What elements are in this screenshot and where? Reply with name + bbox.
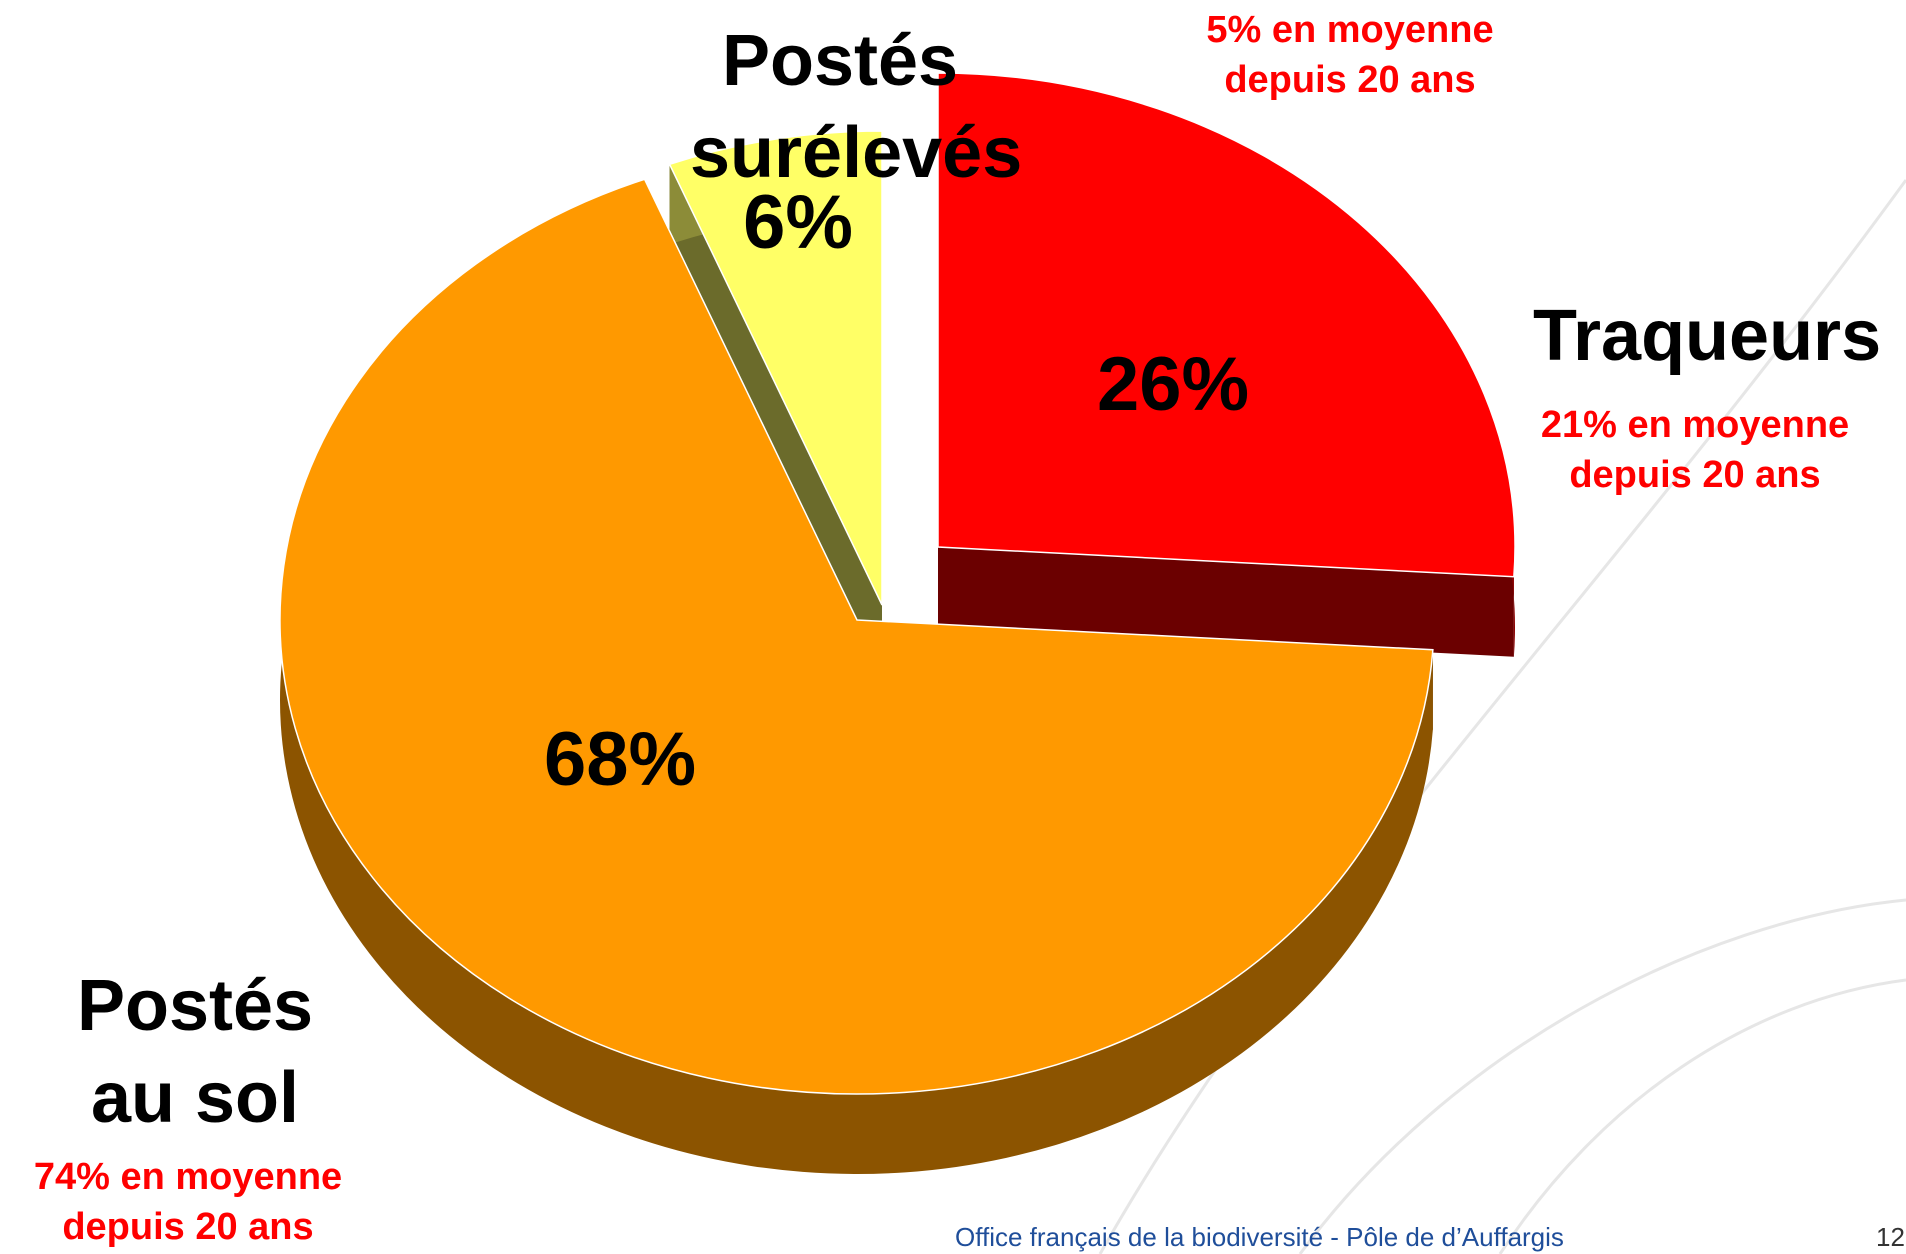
slice xyxy=(937,72,1516,578)
value-label: 26% xyxy=(1097,342,1249,427)
slice-side xyxy=(669,164,882,685)
value-label: 6% xyxy=(743,180,853,265)
slice xyxy=(668,130,883,606)
page-number: 12 xyxy=(1876,1222,1905,1252)
category-label: Postés surélevés xyxy=(690,21,1023,193)
category-label: Postés au sol xyxy=(76,966,314,1138)
annotation: 5% en moyenne depuis 20 ans xyxy=(1206,9,1494,101)
background-curves xyxy=(1098,179,1906,1254)
category-label: Traqueurs xyxy=(1533,296,1882,376)
slice xyxy=(279,178,1434,1095)
value-label: 68% xyxy=(544,717,696,802)
annotation: 21% en moyenne depuis 20 ans xyxy=(1540,404,1850,496)
slice-side xyxy=(938,547,1514,657)
footer-text: Office français de la biodiversité - Pôl… xyxy=(955,1222,1564,1252)
annotation: 74% en moyenne depuis 20 ans xyxy=(33,1156,343,1248)
